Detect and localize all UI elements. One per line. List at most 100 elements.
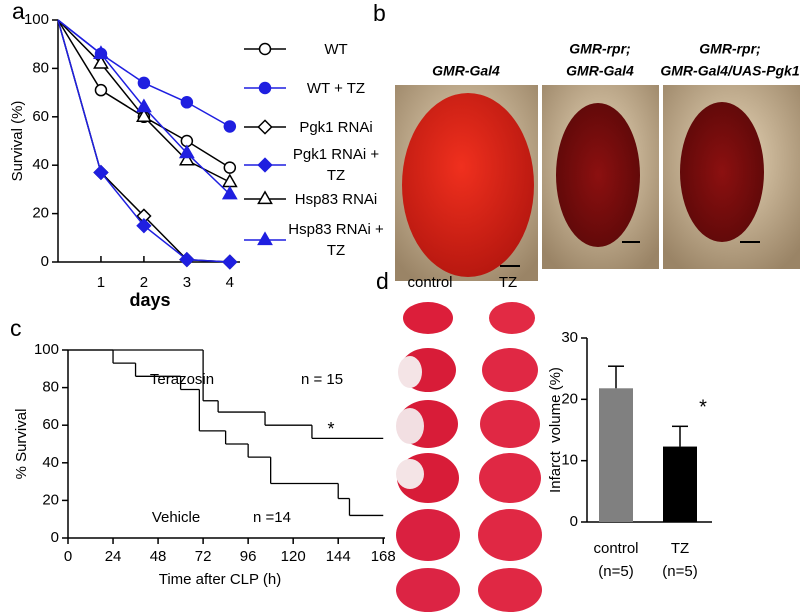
y-tick-label: 80: [32, 59, 49, 76]
y-tick-label: 100: [34, 341, 59, 358]
n-label: n =14: [253, 509, 291, 526]
infarct: [396, 408, 424, 444]
n-label: n = 15: [301, 371, 343, 388]
legend-label: WT: [324, 40, 348, 58]
eye: [680, 102, 764, 242]
column-header: control: [407, 274, 452, 291]
eye: [556, 103, 640, 247]
x-tick-label: 1: [97, 274, 105, 291]
legend-marker: [257, 231, 273, 246]
x-tick-label: 120: [281, 548, 306, 565]
y-tick-label: 40: [32, 156, 49, 173]
y-axis-label: Survival (%): [9, 101, 26, 182]
marker: [137, 76, 151, 90]
legend-marker: [257, 119, 273, 135]
x-axis-label: Time after CLP (h): [159, 571, 282, 588]
photo-label: GMR-Gal4: [566, 63, 634, 79]
marker: [222, 254, 238, 270]
legend-label-box: WT + TZ: [306, 79, 366, 97]
marker: [221, 185, 238, 200]
y-tick-label: 0: [41, 253, 49, 270]
y-tick-label: 20: [42, 491, 59, 508]
brain-slices: [396, 302, 542, 612]
x-tick-label: 0: [64, 548, 72, 565]
significance-mark: *: [699, 396, 707, 418]
marker: [136, 218, 152, 234]
x-tick-label: 4: [226, 274, 234, 291]
slice: [478, 568, 542, 612]
marker: [178, 144, 195, 159]
slice: [482, 348, 538, 392]
marker: [223, 120, 237, 133]
y-tick-label: 20: [32, 205, 49, 222]
infarct: [398, 356, 422, 388]
y-tick-label: 0: [570, 513, 578, 530]
slice: [396, 568, 460, 612]
slice: [480, 400, 540, 448]
photo-label: GMR-rpr;: [699, 41, 760, 57]
legend-label: Pgk1 RNAi + TZ: [292, 146, 380, 184]
eye-photos: [395, 85, 800, 281]
x-tick-label: 2: [140, 274, 148, 291]
x-tick-sublabel: (n=5): [598, 563, 633, 580]
legend-marker: [258, 81, 272, 95]
legend-label-box: Hsp83 RNAi: [294, 190, 378, 208]
x-tick-label: 168: [371, 548, 396, 565]
y-tick-label: 10: [561, 452, 578, 469]
marker: [179, 251, 195, 268]
series-label: Terazosin: [150, 371, 214, 388]
legend-label-box: Pgk1 RNAi + TZ: [292, 146, 380, 184]
legend-label-box: Pgk1 RNAi: [299, 118, 373, 136]
slice: [479, 453, 541, 503]
y-tick-label: 60: [42, 416, 59, 433]
y-tick-label: 60: [32, 108, 49, 125]
eye: [402, 93, 534, 277]
legend-marker: [257, 190, 273, 205]
x-tick-label: TZ: [671, 540, 689, 557]
panel-letter: a: [12, 0, 25, 24]
bar: [663, 446, 697, 522]
panel-letter: b: [373, 0, 386, 26]
marker: [93, 164, 109, 181]
marker: [223, 161, 237, 174]
marker: [93, 54, 109, 69]
infarct: [396, 459, 424, 489]
legend-label: Pgk1 RNAi: [299, 118, 373, 136]
series-line: [57, 19, 231, 169]
series-label: Vehicle: [152, 509, 200, 526]
legend-marker: [257, 157, 273, 173]
significance-mark: *: [327, 419, 334, 439]
photo-label: GMR-rpr;: [569, 41, 630, 57]
x-tick-label: control: [593, 540, 638, 557]
y-tick-label: 0: [51, 529, 59, 546]
legend-label: WT + TZ: [306, 79, 366, 97]
y-tick-label: 40: [42, 454, 59, 471]
marker: [180, 96, 194, 109]
legend-label-box: WT: [324, 40, 348, 58]
y-tick-label: 100: [24, 11, 49, 28]
x-tick-sublabel: (n=5): [662, 563, 697, 580]
slice: [478, 509, 542, 561]
y-axis-label: % Survival: [13, 409, 30, 480]
y-tick-label: 80: [42, 379, 59, 396]
marker: [93, 45, 109, 60]
x-tick-label: 72: [195, 548, 212, 565]
column-header: TZ: [499, 274, 517, 291]
legend-label-box: Hsp83 RNAi + TZ: [288, 221, 383, 259]
slice: [396, 509, 460, 561]
photo-label: GMR-Gal4: [432, 63, 500, 79]
x-tick-label: 48: [150, 548, 167, 565]
legend-label: Hsp83 RNAi: [294, 190, 378, 208]
marker: [136, 108, 152, 122]
x-axis-label: days: [129, 290, 170, 310]
slice: [403, 302, 453, 334]
marker: [178, 151, 195, 166]
panel-letter: c: [10, 315, 22, 341]
marker: [221, 173, 238, 188]
panel-letter: d: [376, 268, 389, 294]
marker: [136, 98, 152, 113]
x-tick-label: 3: [183, 274, 191, 291]
x-tick-label: 96: [240, 548, 257, 565]
legend-marker: [258, 42, 272, 56]
